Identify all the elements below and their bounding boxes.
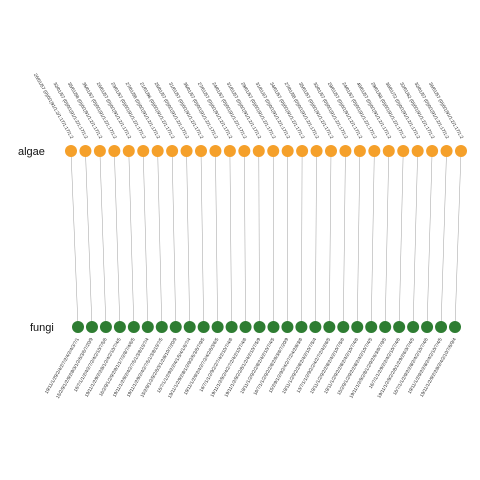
algae-node[interactable] — [137, 145, 150, 157]
algae-node[interactable] — [296, 145, 309, 157]
algae-node[interactable] — [397, 145, 410, 157]
algae-node[interactable] — [108, 145, 121, 157]
algae-node[interactable] — [368, 145, 381, 157]
algae-node[interactable] — [166, 145, 179, 157]
algae-row-label: algae — [18, 146, 45, 158]
algae-node[interactable] — [411, 145, 424, 157]
edge-line — [357, 150, 361, 328]
fungi-node[interactable] — [323, 321, 336, 333]
algae-node[interactable] — [325, 145, 337, 157]
edge-line — [114, 150, 121, 328]
edge-line — [370, 150, 375, 328]
algae-node[interactable] — [382, 145, 395, 157]
algae-node[interactable] — [151, 145, 164, 157]
algae-node[interactable] — [310, 145, 323, 157]
algae-node[interactable] — [353, 145, 366, 157]
edge-line — [142, 150, 149, 328]
fungi-node[interactable] — [99, 321, 112, 333]
algae-node[interactable] — [455, 145, 467, 157]
fungi-node[interactable] — [169, 321, 182, 333]
algae-node[interactable] — [93, 145, 106, 157]
fungi-node[interactable] — [155, 321, 168, 333]
edge-line — [70, 150, 79, 328]
edge-line — [157, 150, 163, 328]
fungi-node-labels: 19/11/1/29/2/4/2/7/2/4/2/4/3/7/115/2/9/1… — [44, 337, 457, 400]
fungi-node[interactable] — [211, 321, 224, 333]
edge-line — [229, 150, 232, 328]
fungi-node[interactable] — [197, 321, 210, 333]
fungi-node[interactable] — [225, 321, 238, 333]
fungi-node[interactable] — [309, 321, 322, 333]
edge-line — [171, 150, 176, 328]
fungi-node[interactable] — [393, 321, 406, 333]
algae-node[interactable] — [79, 145, 92, 157]
fungi-node[interactable] — [281, 321, 294, 333]
fungi-node[interactable] — [337, 321, 350, 333]
edge-line — [384, 150, 390, 328]
algae-node[interactable] — [238, 145, 251, 157]
fungi-node[interactable] — [435, 321, 448, 333]
edge-line — [186, 150, 190, 328]
edge-line — [258, 150, 260, 328]
fungi-node[interactable] — [407, 321, 420, 333]
fungi-node[interactable] — [365, 321, 378, 333]
edge-line — [329, 150, 332, 328]
fungi-nodes — [72, 321, 461, 333]
fungi-node[interactable] — [127, 321, 140, 333]
fungi-node[interactable] — [113, 321, 126, 333]
algae-nodes — [65, 145, 467, 157]
edges-layer — [70, 150, 462, 328]
fungi-node[interactable] — [295, 321, 308, 333]
edge-line — [315, 150, 317, 328]
algae-node[interactable] — [209, 145, 222, 157]
edge-line — [200, 150, 204, 328]
algae-node-labels: 26/01/57 (0)|0/1|91/1:2/1:17/1:17/1:232/… — [33, 73, 465, 140]
edge-line — [440, 150, 447, 328]
fungi-node[interactable] — [267, 321, 280, 333]
edge-line — [454, 150, 462, 328]
edge-line — [412, 150, 418, 328]
algae-node[interactable] — [252, 145, 265, 157]
edge-line — [99, 150, 107, 328]
algae-node[interactable] — [65, 145, 77, 157]
edge-line — [85, 150, 93, 328]
algae-node[interactable] — [440, 145, 453, 157]
fungi-node[interactable] — [351, 321, 364, 333]
algae-node[interactable] — [426, 145, 439, 157]
fungi-node[interactable] — [72, 321, 84, 333]
fungi-row-label: fungi — [30, 322, 54, 334]
algae-node[interactable] — [180, 145, 193, 157]
fungi-node[interactable] — [183, 321, 196, 333]
fungi-node[interactable] — [421, 321, 434, 333]
algae-node[interactable] — [122, 145, 135, 157]
algae-node[interactable] — [195, 145, 207, 157]
fungi-node[interactable] — [253, 321, 266, 333]
algae-node[interactable] — [339, 145, 352, 157]
edge-line — [215, 150, 218, 328]
algae-node[interactable] — [281, 145, 294, 157]
fungi-node[interactable] — [379, 321, 392, 333]
fungi-node[interactable] — [85, 321, 98, 333]
fungi-node[interactable] — [449, 321, 461, 333]
fungi-node[interactable] — [239, 321, 252, 333]
algae-node[interactable] — [223, 145, 236, 157]
edge-line — [398, 150, 404, 328]
fungi-node[interactable] — [141, 321, 154, 333]
edge-line — [426, 150, 433, 328]
edge-line — [343, 150, 346, 328]
edge-line — [244, 150, 246, 328]
edge-line — [128, 150, 135, 328]
algae-node[interactable] — [267, 145, 280, 157]
edge-line — [301, 150, 303, 328]
